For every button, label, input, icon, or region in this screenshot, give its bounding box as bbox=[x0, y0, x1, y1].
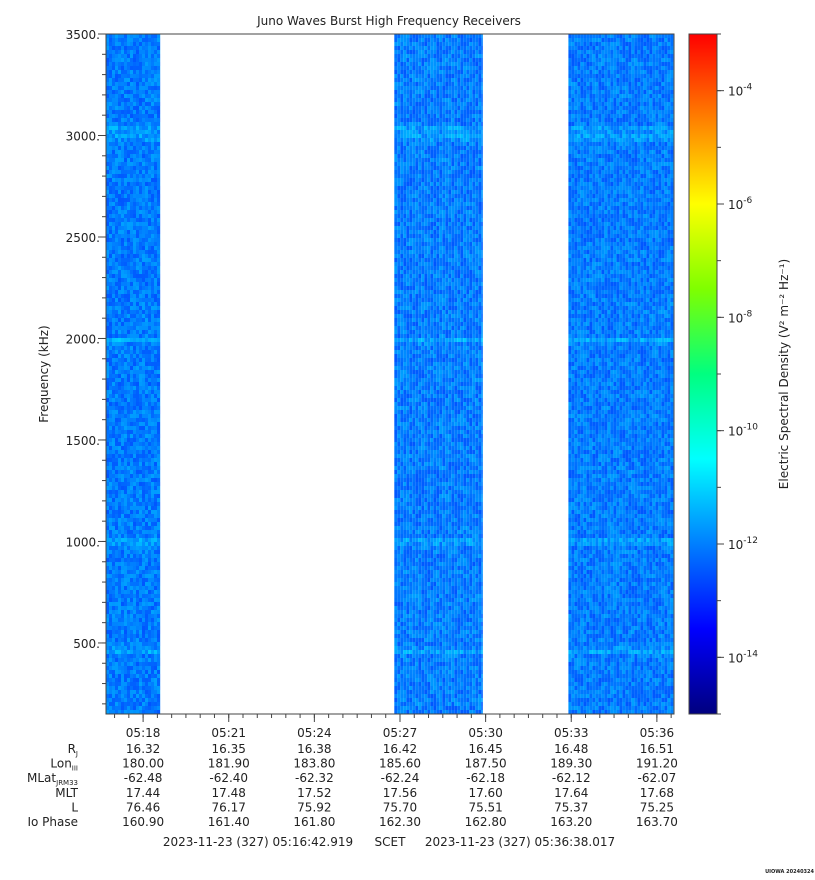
ephemeris-value: 160.90 bbox=[122, 815, 164, 829]
ephemeris-value: 76.17 bbox=[212, 800, 246, 814]
ephemeris-value: 163.70 bbox=[636, 815, 678, 829]
ephemeris-value: 75.92 bbox=[297, 800, 331, 814]
ephemeris-value: -62.32 bbox=[295, 771, 334, 785]
footer-stamp: UIOWA 20240324 bbox=[765, 869, 814, 875]
ephemeris-label: RJ bbox=[68, 742, 78, 758]
ephemeris-value: 16.35 bbox=[212, 742, 246, 756]
ephemeris-value: 16.32 bbox=[126, 742, 160, 756]
colorbar-tick-label: 10-6 bbox=[728, 196, 753, 212]
ephemeris-value: 185.60 bbox=[379, 757, 421, 771]
ephemeris-label: MLT bbox=[55, 786, 78, 800]
x-tick-label: 05:27 bbox=[383, 726, 418, 740]
y-axis-label: Frequency (kHz) bbox=[37, 325, 51, 422]
data-interval-3 bbox=[568, 34, 674, 714]
footer-start-time: 2023-11-23 (327) 05:16:42.919 bbox=[163, 835, 353, 849]
colorbar-tick-label: 10-14 bbox=[728, 649, 758, 665]
ephemeris-value: 162.80 bbox=[465, 815, 507, 829]
ephemeris-label: Io Phase bbox=[27, 815, 78, 829]
ephemeris-value: 75.51 bbox=[468, 800, 502, 814]
ephemeris-value: 17.64 bbox=[554, 786, 588, 800]
data-interval-1 bbox=[106, 34, 161, 714]
ephemeris-row: RJ 16.32 16.35 16.38 16.42 16.45 16.48 16.51 bbox=[68, 742, 674, 758]
ephemeris-value: 17.60 bbox=[468, 786, 502, 800]
ephemeris-value: -62.24 bbox=[381, 771, 420, 785]
y-tick-label: 3000. bbox=[66, 129, 100, 143]
colorbar-tick-label: 10-8 bbox=[728, 309, 753, 325]
colorbar-tick-label: 10-4 bbox=[728, 83, 753, 99]
y-tick-label: 1500. bbox=[66, 434, 100, 448]
ephemeris-row: LonIII 180.00 181.90 183.80 185.60 187.50 189.… bbox=[50, 757, 677, 773]
ephemeris-value: 16.48 bbox=[554, 742, 588, 756]
ephemeris-value: 16.38 bbox=[297, 742, 331, 756]
colorbar-gradient bbox=[688, 33, 718, 715]
y-tick-label: 2000. bbox=[66, 332, 100, 346]
ephemeris-value: -62.18 bbox=[466, 771, 505, 785]
ephemeris-value: -62.07 bbox=[638, 771, 677, 785]
x-tick-label: 05:21 bbox=[211, 726, 246, 740]
x-tick-label: 05:30 bbox=[468, 726, 503, 740]
ephemeris-label: MLatJRM33 bbox=[27, 771, 78, 787]
ephemeris-value: 16.51 bbox=[640, 742, 674, 756]
ephemeris-label: LonIII bbox=[50, 757, 78, 773]
data-interval-2 bbox=[394, 34, 483, 714]
y-tick-label: 2500. bbox=[66, 231, 100, 245]
plot-frame bbox=[105, 33, 675, 715]
ephemeris-value: 17.52 bbox=[297, 786, 331, 800]
colorbar-label: Electric Spectral Density (V² m⁻² Hz⁻¹) bbox=[777, 259, 791, 489]
ephemeris-value: -62.12 bbox=[552, 771, 591, 785]
ephemeris-value: 180.00 bbox=[122, 757, 164, 771]
chart-title: Juno Waves Burst High Frequency Receiver… bbox=[256, 14, 521, 28]
ephemeris-value: 161.40 bbox=[208, 815, 250, 829]
footer-end-time: 2023-11-23 (327) 05:36:38.017 bbox=[425, 835, 615, 849]
ephemeris-value: -62.48 bbox=[124, 771, 163, 785]
ephemeris-value: 17.44 bbox=[126, 786, 160, 800]
colorbar-tick-label: 10-10 bbox=[728, 423, 758, 439]
x-tick-label: 05:36 bbox=[640, 726, 675, 740]
ephemeris-value: 163.20 bbox=[550, 815, 592, 829]
ephemeris-value: 187.50 bbox=[465, 757, 507, 771]
ephemeris-value: 181.90 bbox=[208, 757, 250, 771]
ephemeris-value: 75.70 bbox=[383, 800, 417, 814]
ephemeris-table: RJ 16.32 16.35 16.38 16.42 16.45 16.48 16.51Lon… bbox=[27, 742, 678, 829]
ephemeris-value: 16.45 bbox=[468, 742, 502, 756]
ephemeris-value: 16.42 bbox=[383, 742, 417, 756]
plot-area bbox=[105, 33, 675, 715]
y-tick-label: 3500. bbox=[66, 28, 100, 42]
footer-scet-label: SCET bbox=[375, 835, 407, 849]
x-tick-label: 05:33 bbox=[554, 726, 589, 740]
ephemeris-value: 17.48 bbox=[212, 786, 246, 800]
colorbar-tick-label: 10-12 bbox=[728, 536, 758, 552]
ephemeris-value: 17.56 bbox=[383, 786, 417, 800]
colorbar: 10-4 10-6 10-8 10-10 10-12 10-14 bbox=[688, 33, 758, 715]
x-tick-label: 05:18 bbox=[126, 726, 161, 740]
ephemeris-value: 75.25 bbox=[640, 800, 674, 814]
y-tick-label: 1000. bbox=[66, 535, 100, 549]
ephemeris-label: L bbox=[71, 800, 78, 814]
ephemeris-row: Io Phase 160.90 161.40 161.80 162.30 162.80 16… bbox=[27, 815, 677, 829]
ephemeris-row: MLT 17.44 17.48 17.52 17.56 17.60 17.64 17.68 bbox=[55, 786, 674, 800]
ephemeris-value: 183.80 bbox=[293, 757, 335, 771]
ephemeris-value: 189.30 bbox=[550, 757, 592, 771]
ephemeris-value: -62.40 bbox=[209, 771, 248, 785]
ephemeris-value: 162.30 bbox=[379, 815, 421, 829]
ephemeris-value: 76.46 bbox=[126, 800, 160, 814]
x-tick-label: 05:24 bbox=[297, 726, 332, 740]
y-axis: 3500. 3000. 2500. 2000. 1500. 1000. 500. bbox=[66, 28, 106, 705]
x-axis: 05:18 05:21 05:24 05:27 05:30 05:33 05:36 bbox=[114, 714, 675, 740]
ephemeris-value: 17.68 bbox=[640, 786, 674, 800]
ephemeris-row: MLatJRM33 -62.48 -62.40 -62.32 -62.24 -62.18 -… bbox=[27, 771, 676, 787]
y-tick-label: 500. bbox=[73, 637, 100, 651]
ephemeris-value: 191.20 bbox=[636, 757, 678, 771]
ephemeris-row: L 76.46 76.17 75.92 75.70 75.51 75.37 75.25 bbox=[71, 800, 674, 814]
ephemeris-value: 75.37 bbox=[554, 800, 588, 814]
ephemeris-value: 161.80 bbox=[293, 815, 335, 829]
